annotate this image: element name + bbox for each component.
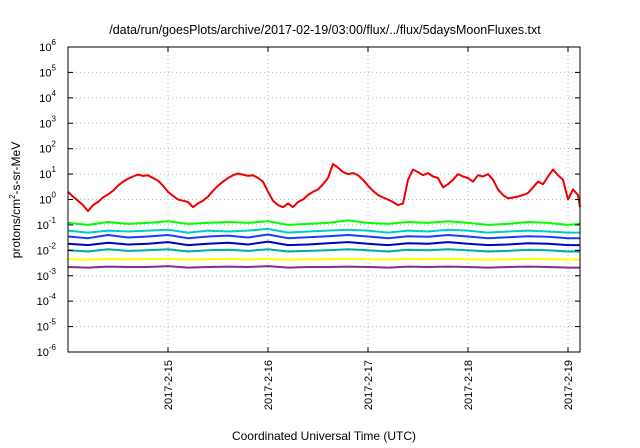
y-axis-label: protons/cm2-s-sr-MeV (8, 142, 23, 258)
series-line (67, 265, 580, 269)
y-tick-label: 103 (39, 114, 56, 130)
x-tick-label: 2017-2-19 (563, 360, 575, 410)
x-tick-label: 2017-2-15 (163, 360, 175, 410)
series-4 (67, 240, 580, 247)
x-tick-label: 2017-2-18 (463, 360, 475, 410)
y-tick-label: 101 (39, 165, 56, 181)
y-tick-label: 106 (39, 38, 56, 54)
y-tick-label: 10-5 (37, 318, 57, 334)
series-2 (67, 227, 580, 234)
series-7 (67, 265, 580, 269)
y-tick-label: 10-6 (37, 343, 57, 359)
x-tick-label: 2017-2-16 (263, 360, 275, 410)
series-5 (67, 248, 580, 253)
y-tick-label: 104 (39, 89, 56, 105)
series-0 (67, 163, 581, 213)
y-tick-label: 100 (39, 191, 56, 207)
y-tick-label: 10-3 (37, 267, 57, 283)
y-axis: 10-6 10-5 10-4 10-3 10-2 10-1 100 101 102 103 104 1… (37, 38, 580, 359)
x-axis: 2017-2-15 2017-2-16 2017-2-17 2017-2-18 2017… (163, 47, 575, 410)
chart-grid (68, 47, 580, 352)
series-line (67, 257, 580, 261)
series-line (67, 163, 581, 213)
series-line (67, 233, 580, 240)
series-line (67, 240, 580, 247)
series-line (67, 227, 580, 234)
y-tick-label: 10-2 (37, 241, 57, 257)
x-axis-label: Coordinated Universal Time (UTC) (232, 429, 416, 443)
series-line (67, 248, 580, 253)
series-3 (67, 233, 580, 240)
x-tick-label: 2017-2-17 (363, 360, 375, 410)
chart-title: /data/run/goesPlots/archive/2017-02-19/0… (109, 23, 541, 37)
series-line (67, 219, 581, 226)
y-tick-label: 10-4 (37, 292, 57, 308)
y-tick-label: 105 (39, 63, 56, 79)
series-1 (67, 219, 581, 226)
series-layer (67, 163, 581, 269)
y-tick-label: 10-1 (37, 216, 57, 232)
series-6 (67, 257, 580, 261)
y-tick-label: 102 (39, 140, 56, 156)
